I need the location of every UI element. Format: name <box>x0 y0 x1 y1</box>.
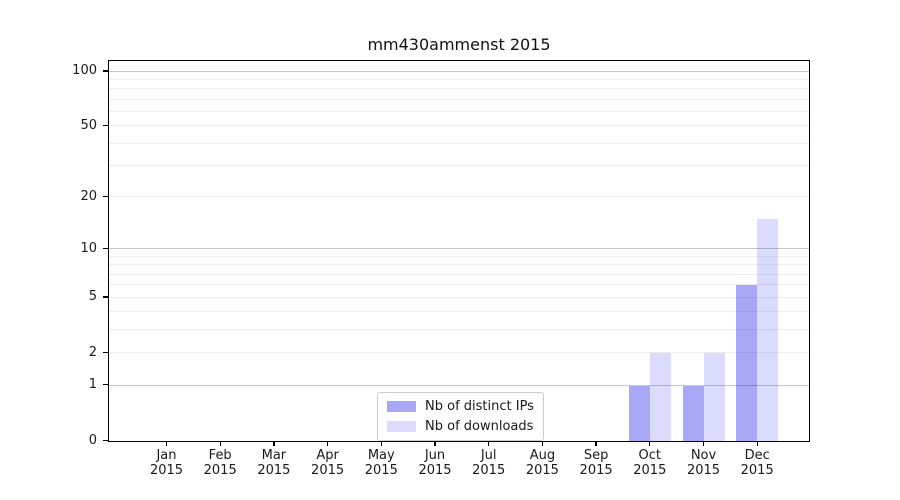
x-axis-tick <box>595 441 597 446</box>
bar-distinct-ips <box>628 385 650 441</box>
minor-gridline <box>109 165 809 167</box>
plot-area: 0 1 2 5 10 20 50 100 Jan 2015 Feb 2015 Mar 2015 Apr… <box>72 60 810 478</box>
x-axis-tick <box>649 441 651 446</box>
x-tick-label: Jul 2015 <box>472 448 506 478</box>
legend-label-distinct-ips: Nb of distinct IPs <box>425 399 534 414</box>
x-tick-label: Nov 2015 <box>686 448 721 478</box>
y-tick-label: 0 <box>88 432 97 448</box>
x-axis-tick <box>380 441 382 446</box>
x-tick-label: Jan 2015 <box>149 448 184 478</box>
x-axis-tick <box>702 441 705 446</box>
x-tick-label: Apr 2015 <box>311 448 345 478</box>
minor-gridline <box>109 329 809 331</box>
bar-downloads <box>649 353 671 441</box>
x-axis-tick <box>541 441 544 446</box>
minor-gridline <box>109 273 809 275</box>
y-axis-tick <box>103 296 108 298</box>
bar-downloads <box>757 219 779 441</box>
major-gridline <box>109 384 809 386</box>
minor-gridline <box>109 125 809 127</box>
bar-distinct-ips <box>736 285 758 441</box>
major-gridline <box>109 70 809 72</box>
x-axis-tick <box>326 441 329 446</box>
y-tick-label: 2 <box>88 344 97 360</box>
x-axis-tick <box>488 441 490 446</box>
x-axis-tick <box>219 441 221 446</box>
major-gridline <box>109 248 809 250</box>
y-tick-label: 10 <box>80 240 97 256</box>
x-axis-tick <box>165 441 168 446</box>
legend-label-downloads: Nb of downloads <box>425 419 534 434</box>
x-axis-tick <box>756 441 758 446</box>
y-tick-label: 1 <box>88 377 97 393</box>
bars-layer <box>109 61 809 441</box>
minor-gridline <box>109 196 809 198</box>
minor-gridline <box>109 79 809 81</box>
minor-gridline <box>109 284 809 286</box>
x-tick-label: Feb 2015 <box>203 448 237 478</box>
legend-swatch-distinct-ips <box>387 401 416 412</box>
bar-distinct-ips <box>682 385 704 441</box>
x-tick-label: Oct 2015 <box>633 448 667 478</box>
x-tick-label: Jun 2015 <box>418 448 452 478</box>
x-tick-label: Dec 2015 <box>740 448 774 478</box>
y-tick-label: 5 <box>88 289 97 305</box>
x-tick-label: May 2015 <box>364 448 398 478</box>
y-axis-tick <box>103 351 108 353</box>
y-axis-tick <box>103 439 108 441</box>
y-tick-label: 100 <box>72 63 97 79</box>
x-axis-tick <box>434 441 436 446</box>
minor-gridline <box>109 264 809 266</box>
minor-gridline <box>109 352 809 354</box>
legend-row-distinct-ips: Nb of distinct IPs <box>387 399 534 414</box>
y-tick-label: 20 <box>80 188 97 204</box>
x-tick-label: Aug 2015 <box>525 448 559 478</box>
minor-gridline <box>109 88 809 90</box>
minor-gridline <box>109 311 809 313</box>
x-axis-tick <box>273 441 275 446</box>
y-axis-tick <box>103 195 108 198</box>
legend-row-downloads: Nb of downloads <box>387 419 534 434</box>
minor-gridline <box>109 98 809 100</box>
minor-gridline <box>109 255 809 257</box>
y-axis-tick <box>103 124 108 127</box>
legend: Nb of distinct IPs Nb of downloads <box>377 392 544 441</box>
x-tick-label: Mar 2015 <box>257 448 291 478</box>
bar-downloads <box>703 353 725 441</box>
minor-gridline <box>109 111 809 113</box>
minor-gridline <box>109 296 809 298</box>
legend-swatch-downloads <box>387 421 416 432</box>
y-axis-tick <box>103 384 108 386</box>
y-axis-tick <box>103 70 108 72</box>
x-tick-label: Sep 2015 <box>579 448 613 478</box>
axis-ticks-layer: 0 1 2 5 10 20 50 100 Jan 2015 Feb 2015 Mar 2015 Apr… <box>72 61 809 478</box>
minor-gridline <box>109 142 809 144</box>
y-axis-tick <box>103 247 108 250</box>
chart-title: mm430ammenst 2015 <box>367 35 551 54</box>
y-tick-label: 50 <box>80 117 97 133</box>
gridlines-layer <box>109 61 809 441</box>
